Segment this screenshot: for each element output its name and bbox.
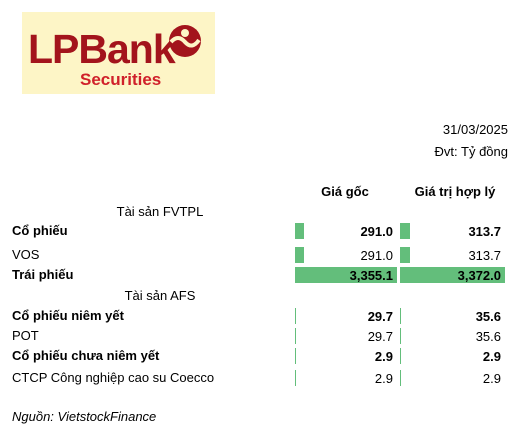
logo-name: LPBank (28, 26, 176, 72)
value-label: 291.0 (360, 224, 393, 239)
value-label: 3,372.0 (457, 268, 501, 283)
row-label: Trái phiếu (12, 267, 74, 282)
row-label: Cổ phiếu chưa niêm yết (12, 348, 160, 363)
unit: Đvt: Tỷ đồng (434, 144, 508, 159)
row-label: POT (12, 328, 39, 343)
value-label: 35.6 (475, 329, 501, 344)
source: Nguồn: VietstockFinance (12, 409, 157, 424)
bar (295, 267, 397, 283)
bar (295, 223, 304, 239)
bar (400, 308, 402, 324)
bar (295, 328, 296, 344)
value-label: 313.7 (468, 224, 501, 239)
logo: LPBank Securities (22, 12, 215, 94)
value-label: 2.9 (482, 371, 501, 386)
row-label: CTCP Công nghiệp cao su Coecco (12, 370, 215, 385)
row-label: Cổ phiếu (12, 223, 68, 238)
value-label: 2.9 (374, 349, 393, 364)
bar (295, 308, 296, 324)
value-label: 291.0 (360, 248, 393, 263)
value-label: 313.7 (468, 248, 501, 263)
value-label: 35.6 (475, 309, 501, 324)
bar (400, 223, 410, 239)
row-label: Cổ phiếu niêm yết (12, 308, 124, 323)
logo-sub: Securities (80, 70, 162, 89)
column-header: Giá trị hợp lý (414, 184, 496, 199)
row-label: VOS (12, 247, 40, 262)
column-header: Giá gốc (321, 184, 369, 199)
section-header: Tài sản FVTPL (116, 204, 204, 219)
bar (295, 247, 304, 263)
value-label: 3,355.1 (349, 268, 393, 283)
logo-icon (169, 25, 201, 57)
bar (400, 267, 505, 283)
bar (400, 328, 402, 344)
value-label: 2.9 (482, 349, 501, 364)
section-header: Tài sản AFS (124, 288, 196, 303)
value-label: 29.7 (367, 309, 393, 324)
bar (400, 247, 410, 263)
value-label: 2.9 (374, 371, 393, 386)
value-label: 29.7 (367, 329, 393, 344)
date: 31/03/2025 (442, 122, 508, 137)
